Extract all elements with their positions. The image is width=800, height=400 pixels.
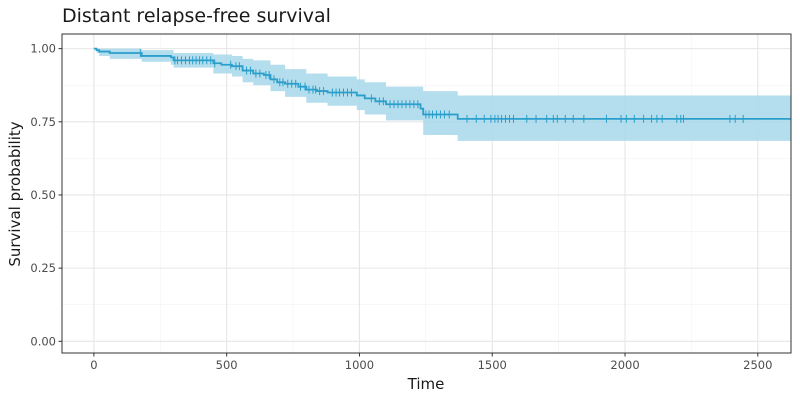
- y-tick-label: 0.75: [30, 115, 56, 129]
- x-axis-ticks: 0 500 1000 1500 2000 2500: [90, 353, 772, 372]
- confidence-band-area: [93, 48, 792, 141]
- censor-marks: [139, 49, 744, 123]
- y-tick-label: 0.00: [30, 334, 56, 348]
- grid-lines: [62, 34, 791, 353]
- confidence-band: [93, 48, 792, 141]
- x-tick-label: 1000: [345, 358, 374, 372]
- x-tick-label: 500: [216, 358, 238, 372]
- y-axis-ticks: 0.00 0.25 0.50 0.75 1.00: [30, 42, 62, 348]
- x-tick-label: 2000: [610, 358, 639, 372]
- y-tick-label: 0.50: [30, 188, 56, 202]
- y-axis-title: Survival probability: [6, 121, 24, 266]
- y-tick-label: 0.25: [30, 261, 56, 275]
- survival-curve: [93, 47, 791, 120]
- panel-border: [61, 33, 792, 354]
- x-tick-label: 0: [90, 358, 97, 372]
- survival-step-line: [93, 47, 791, 120]
- x-tick-label: 2500: [743, 358, 772, 372]
- x-axis-title: Time: [407, 375, 445, 393]
- chart-title: Distant relapse-free survival: [62, 5, 331, 27]
- x-tick-label: 1500: [478, 358, 507, 372]
- y-tick-label: 1.00: [30, 42, 56, 56]
